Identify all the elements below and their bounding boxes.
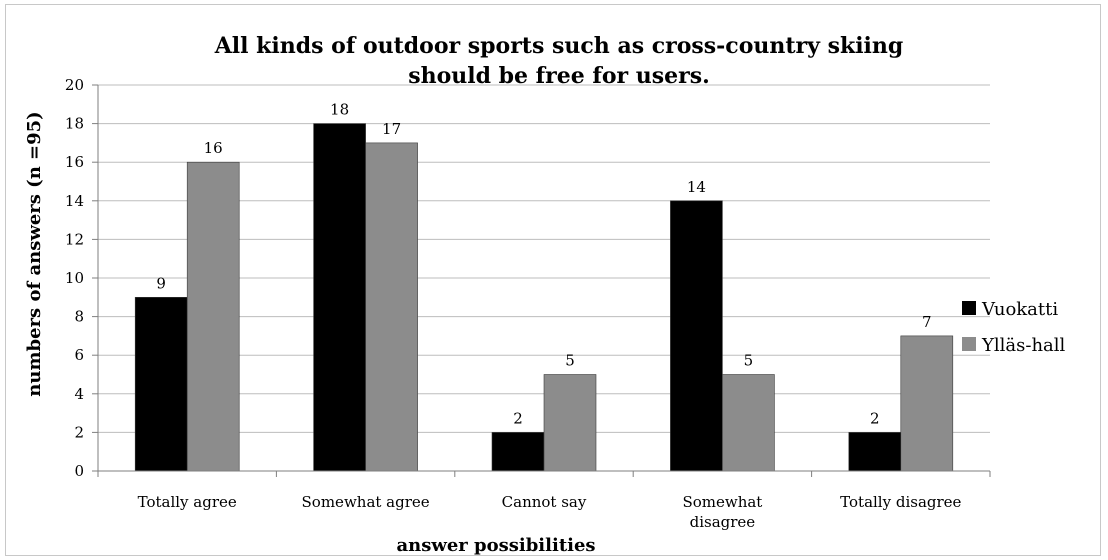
bars bbox=[134, 123, 954, 472]
data-label: 2 bbox=[870, 409, 880, 427]
x-category-label: Totally agree bbox=[138, 493, 237, 511]
chart-frame: All kinds of outdoor sports such as cros… bbox=[5, 4, 1101, 556]
bar-yll-s-hall bbox=[365, 142, 418, 472]
x-category-label: Totally disagree bbox=[840, 493, 961, 511]
x-category-labels: Totally agree Somewhat agree Cannot say Som… bbox=[138, 493, 962, 531]
bar-vuokatti bbox=[491, 432, 545, 472]
y-tick-label: 0 bbox=[74, 462, 84, 480]
x-axis-title: answer possibilities bbox=[396, 535, 595, 555]
y-tick-labels: 0 2 4 6 8 10 12 14 16 18 20 bbox=[65, 76, 84, 480]
legend-swatch bbox=[962, 337, 976, 351]
data-label: 5 bbox=[744, 352, 754, 370]
data-labels: 9 16 18 17 2 5 14 5 2 7 bbox=[156, 101, 931, 428]
chart-title-line-1: All kinds of outdoor sports such as cros… bbox=[214, 33, 904, 59]
bar-yll-s-hall bbox=[186, 161, 240, 472]
x-category-label: disagree bbox=[690, 513, 756, 531]
y-tick-label: 4 bbox=[74, 385, 84, 403]
bar-yll-s-hall bbox=[900, 335, 954, 472]
x-category-label: Somewhat agree bbox=[302, 493, 430, 511]
y-tick-label: 14 bbox=[65, 192, 84, 210]
data-label: 16 bbox=[204, 139, 223, 157]
bar-vuokatti bbox=[670, 200, 723, 472]
bar-vuokatti bbox=[848, 432, 902, 472]
y-tick-label: 20 bbox=[65, 76, 84, 94]
data-label: 18 bbox=[330, 101, 349, 119]
legend-label: Vuokatti bbox=[981, 299, 1058, 320]
bar-vuokatti bbox=[313, 123, 366, 472]
bar-yll-s-hall bbox=[543, 374, 597, 472]
y-tick-label: 6 bbox=[74, 346, 84, 364]
y-axis-title: numbers of answers (n =95) bbox=[24, 111, 45, 396]
legend: Vuokatti Ylläs-hall bbox=[962, 299, 1066, 356]
y-tick-label: 12 bbox=[65, 230, 84, 248]
data-label: 9 bbox=[156, 274, 166, 292]
bar-vuokatti bbox=[134, 296, 188, 472]
data-label: 14 bbox=[687, 178, 706, 196]
y-tick-label: 2 bbox=[74, 423, 84, 441]
legend-swatch bbox=[962, 301, 976, 315]
chart-title: All kinds of outdoor sports such as cros… bbox=[214, 33, 904, 89]
axes bbox=[92, 84, 991, 477]
data-label: 17 bbox=[382, 120, 401, 138]
data-label: 5 bbox=[565, 352, 575, 370]
x-category-label: Somewhat bbox=[682, 493, 762, 511]
y-tick-label: 8 bbox=[74, 308, 84, 326]
bar-yll-s-hall bbox=[722, 374, 775, 472]
y-tick-label: 18 bbox=[65, 115, 84, 133]
data-label: 2 bbox=[513, 409, 523, 427]
data-label: 7 bbox=[922, 313, 932, 331]
y-tick-label: 10 bbox=[65, 269, 84, 287]
x-category-label: Cannot say bbox=[502, 493, 587, 511]
y-tick-label: 16 bbox=[65, 153, 84, 171]
bar-chart: All kinds of outdoor sports such as cros… bbox=[24, 33, 1066, 555]
legend-label: Ylläs-hall bbox=[981, 335, 1066, 356]
